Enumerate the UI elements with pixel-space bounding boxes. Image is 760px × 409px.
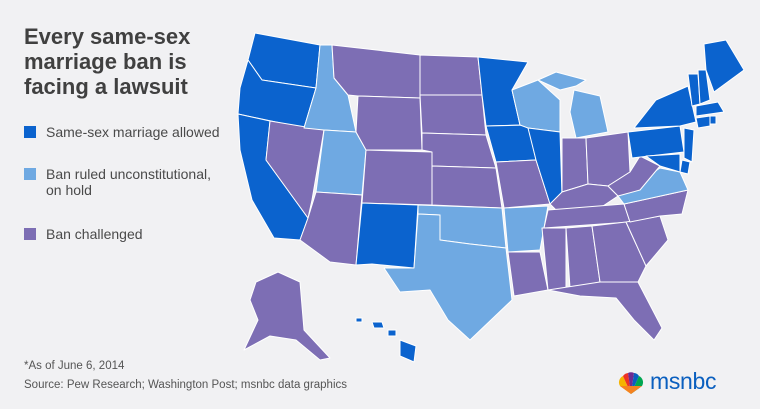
state-az [299, 191, 363, 266]
legend-swatch-allowed [24, 126, 36, 138]
state-hi-2 [371, 321, 385, 329]
state-de [679, 159, 691, 175]
legend-item-ruled: Ban ruled unconstitutional, on hold [24, 166, 226, 198]
state-nj [683, 127, 695, 163]
state-pa [627, 125, 685, 159]
state-ar [503, 205, 549, 253]
state-in [561, 137, 589, 193]
state-ct [695, 115, 711, 129]
state-ny [633, 85, 697, 129]
state-nd [419, 54, 483, 96]
state-nm [355, 202, 419, 269]
page-title: Every same-sex marriage ban is facing a … [24, 24, 191, 99]
state-ak [243, 271, 331, 361]
state-nh [697, 69, 711, 105]
legend-item-challenged: Ban challenged [24, 226, 226, 242]
legend-label-challenged: Ban challenged [46, 226, 143, 242]
state-fl [547, 281, 663, 341]
state-mi-up [537, 71, 587, 91]
state-hi-1 [355, 317, 363, 323]
state-ri [709, 115, 717, 125]
state-mt [331, 44, 421, 99]
logo-text: msnbc [650, 368, 717, 394]
state-tx [383, 213, 513, 341]
state-co [361, 149, 433, 206]
legend-item-allowed: Same-sex marriage allowed [24, 124, 226, 140]
msnbc-logo: msnbc [614, 366, 744, 398]
source-note: Source: Pew Research; Washington Post; m… [24, 379, 348, 391]
state-mi [569, 89, 609, 139]
peacock-icon [618, 372, 644, 394]
state-ut [315, 129, 367, 196]
legend-label-ruled: Ban ruled unconstitutional, on hold [46, 166, 211, 198]
state-ne [421, 132, 497, 169]
state-ma [695, 101, 725, 117]
state-la [507, 251, 549, 297]
legend-label-allowed: Same-sex marriage allowed [46, 124, 220, 140]
state-sd [419, 94, 487, 136]
state-hi-3 [387, 329, 397, 337]
legend-swatch-ruled [24, 168, 36, 180]
state-ks [431, 165, 503, 209]
state-hi-4 [399, 339, 417, 363]
footnote: *As of June 6, 2014 [24, 360, 125, 372]
state-wy [355, 95, 423, 151]
state-md [645, 153, 681, 173]
legend-swatch-challenged [24, 228, 36, 240]
state-me [703, 39, 745, 93]
